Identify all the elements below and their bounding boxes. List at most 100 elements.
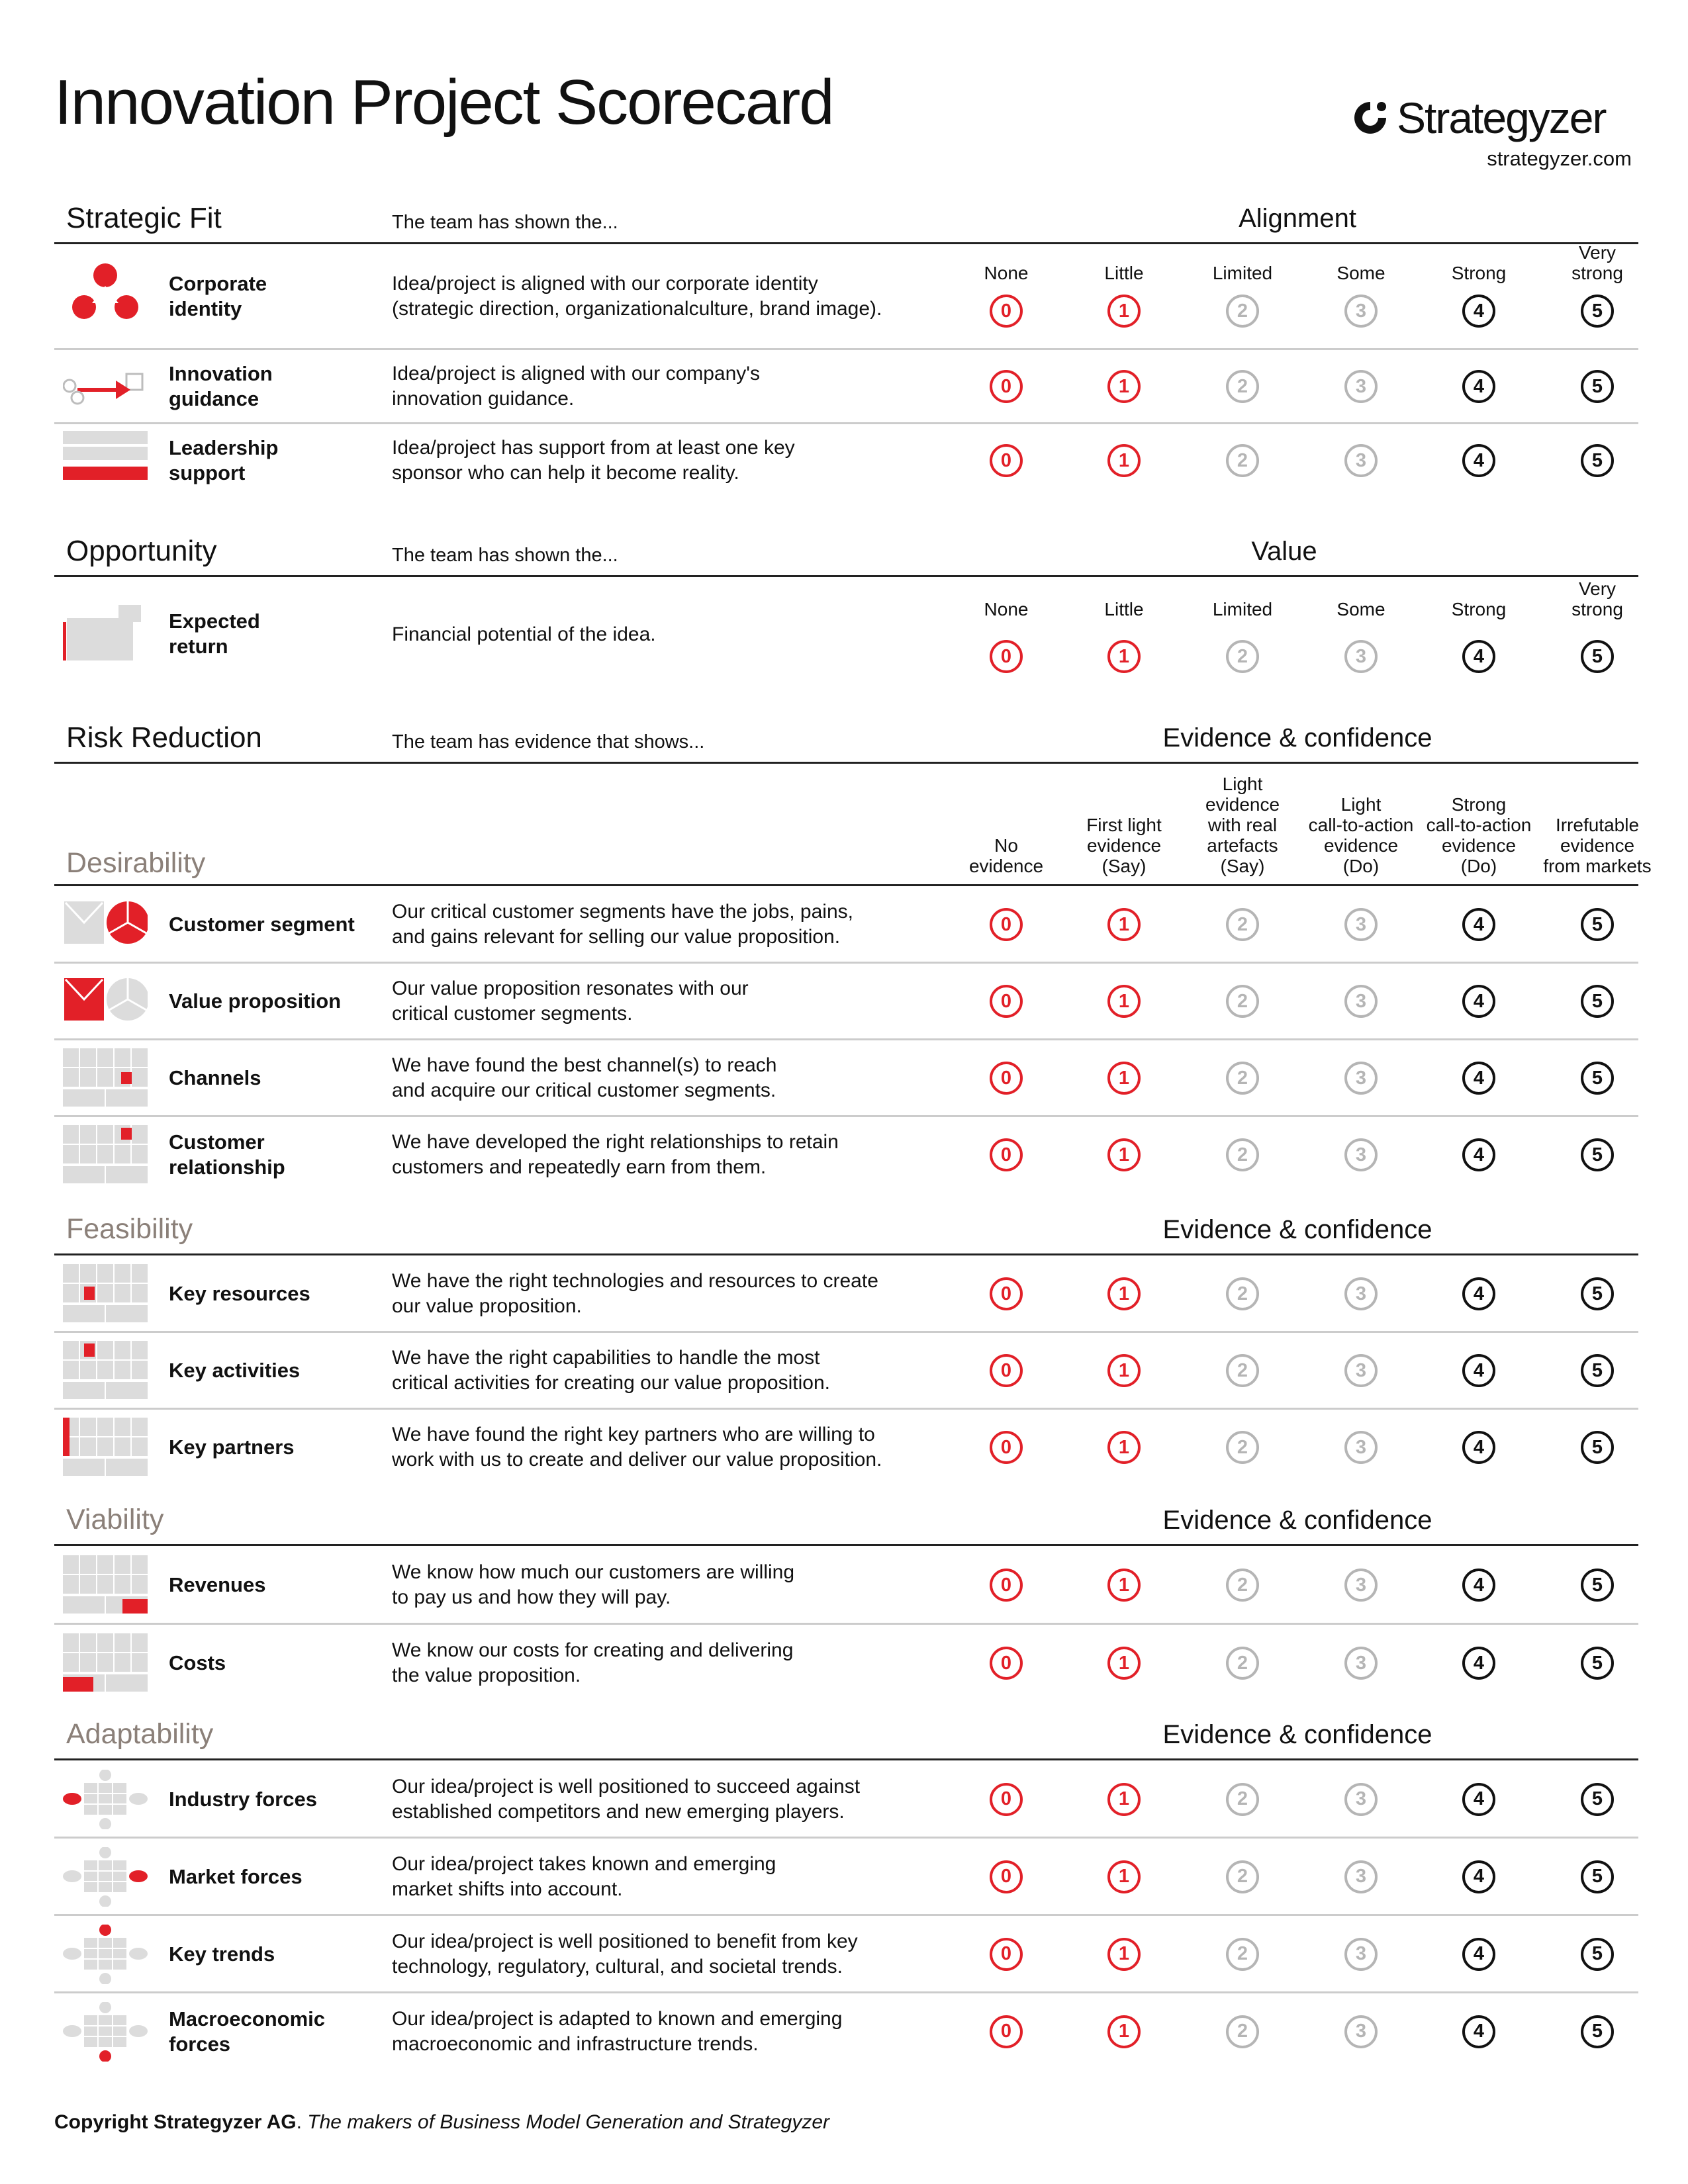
score-option-0[interactable]: 0 xyxy=(990,1062,1023,1095)
score-option-0[interactable]: 0 xyxy=(990,1138,1023,1171)
score-option-4[interactable]: 4 xyxy=(1462,1138,1495,1171)
score-option-2[interactable]: 2 xyxy=(1226,1937,1259,1971)
score-option-3[interactable]: 3 xyxy=(1344,1138,1378,1171)
score-option-1[interactable]: 1 xyxy=(1107,908,1141,941)
score-option-0[interactable]: 0 xyxy=(990,1782,1023,1816)
score-option-3[interactable]: 3 xyxy=(1344,1860,1378,1893)
score-option-2[interactable]: 2 xyxy=(1226,444,1259,477)
score-option-2[interactable]: 2 xyxy=(1226,295,1259,328)
score-option-1[interactable]: 1 xyxy=(1107,1138,1141,1171)
score-option-3[interactable]: 3 xyxy=(1344,1062,1378,1095)
score-option-3[interactable]: 3 xyxy=(1344,1937,1378,1971)
score-option-2[interactable]: 2 xyxy=(1226,1647,1259,1680)
score-option-3[interactable]: 3 xyxy=(1344,985,1378,1018)
score-option-5[interactable]: 5 xyxy=(1581,1138,1614,1171)
score-option-2[interactable]: 2 xyxy=(1226,2015,1259,2048)
score-option-4[interactable]: 4 xyxy=(1462,1062,1495,1095)
score-option-5[interactable]: 5 xyxy=(1581,444,1614,477)
score-option-0[interactable]: 0 xyxy=(990,1354,1023,1387)
score-option-3[interactable]: 3 xyxy=(1344,640,1378,673)
score-option-1[interactable]: 1 xyxy=(1107,2015,1141,2048)
score-option-2[interactable]: 2 xyxy=(1226,908,1259,941)
score-option-1[interactable]: 1 xyxy=(1107,1647,1141,1680)
score-option-4[interactable]: 4 xyxy=(1462,908,1495,941)
score-option-1[interactable]: 1 xyxy=(1107,1860,1141,1893)
score-option-4[interactable]: 4 xyxy=(1462,640,1495,673)
score-option-2[interactable]: 2 xyxy=(1226,985,1259,1018)
score-option-4[interactable]: 4 xyxy=(1462,1937,1495,1971)
score-option-2[interactable]: 2 xyxy=(1226,1277,1259,1310)
score-option-1[interactable]: 1 xyxy=(1107,1354,1141,1387)
score-option-5[interactable]: 5 xyxy=(1581,640,1614,673)
score-option-2[interactable]: 2 xyxy=(1226,1569,1259,1602)
score-option-0[interactable]: 0 xyxy=(990,640,1023,673)
score-option-0[interactable]: 0 xyxy=(990,444,1023,477)
score-option-3[interactable]: 3 xyxy=(1344,1782,1378,1816)
score-option-2[interactable]: 2 xyxy=(1226,1138,1259,1171)
score-option-5[interactable]: 5 xyxy=(1581,1354,1614,1387)
score-option-2[interactable]: 2 xyxy=(1226,370,1259,403)
score-option-4[interactable]: 4 xyxy=(1462,1782,1495,1816)
score-option-4[interactable]: 4 xyxy=(1462,295,1495,328)
score-option-2[interactable]: 2 xyxy=(1226,1860,1259,1893)
score-option-1[interactable]: 1 xyxy=(1107,1062,1141,1095)
score-option-3[interactable]: 3 xyxy=(1344,1354,1378,1387)
score-option-1[interactable]: 1 xyxy=(1107,444,1141,477)
score-option-2[interactable]: 2 xyxy=(1226,1782,1259,1816)
score-option-1[interactable]: 1 xyxy=(1107,1431,1141,1464)
score-option-0[interactable]: 0 xyxy=(990,908,1023,941)
score-option-5[interactable]: 5 xyxy=(1581,1860,1614,1893)
score-option-4[interactable]: 4 xyxy=(1462,2015,1495,2048)
score-option-1[interactable]: 1 xyxy=(1107,985,1141,1018)
score-option-5[interactable]: 5 xyxy=(1581,908,1614,941)
score-option-1[interactable]: 1 xyxy=(1107,295,1141,328)
score-option-4[interactable]: 4 xyxy=(1462,370,1495,403)
score-option-5[interactable]: 5 xyxy=(1581,1062,1614,1095)
score-option-0[interactable]: 0 xyxy=(990,1277,1023,1310)
score-option-2[interactable]: 2 xyxy=(1226,1062,1259,1095)
score-option-0[interactable]: 0 xyxy=(990,1431,1023,1464)
score-option-5[interactable]: 5 xyxy=(1581,2015,1614,2048)
score-option-1[interactable]: 1 xyxy=(1107,1277,1141,1310)
score-option-5[interactable]: 5 xyxy=(1581,1937,1614,1971)
score-option-3[interactable]: 3 xyxy=(1344,908,1378,941)
score-option-4[interactable]: 4 xyxy=(1462,444,1495,477)
score-option-3[interactable]: 3 xyxy=(1344,444,1378,477)
score-option-5[interactable]: 5 xyxy=(1581,1431,1614,1464)
score-option-5[interactable]: 5 xyxy=(1581,1277,1614,1310)
score-option-2[interactable]: 2 xyxy=(1226,640,1259,673)
score-option-4[interactable]: 4 xyxy=(1462,1569,1495,1602)
score-option-1[interactable]: 1 xyxy=(1107,640,1141,673)
score-option-4[interactable]: 4 xyxy=(1462,985,1495,1018)
score-option-3[interactable]: 3 xyxy=(1344,1277,1378,1310)
score-option-4[interactable]: 4 xyxy=(1462,1277,1495,1310)
score-option-5[interactable]: 5 xyxy=(1581,1782,1614,1816)
score-option-3[interactable]: 3 xyxy=(1344,1569,1378,1602)
score-option-0[interactable]: 0 xyxy=(990,1569,1023,1602)
score-option-3[interactable]: 3 xyxy=(1344,295,1378,328)
score-option-2[interactable]: 2 xyxy=(1226,1354,1259,1387)
score-option-1[interactable]: 1 xyxy=(1107,1937,1141,1971)
score-option-4[interactable]: 4 xyxy=(1462,1647,1495,1680)
score-option-3[interactable]: 3 xyxy=(1344,2015,1378,2048)
score-option-4[interactable]: 4 xyxy=(1462,1354,1495,1387)
score-option-1[interactable]: 1 xyxy=(1107,1569,1141,1602)
score-option-0[interactable]: 0 xyxy=(990,1860,1023,1893)
score-option-0[interactable]: 0 xyxy=(990,2015,1023,2048)
score-option-3[interactable]: 3 xyxy=(1344,370,1378,403)
score-option-0[interactable]: 0 xyxy=(990,370,1023,403)
score-option-5[interactable]: 5 xyxy=(1581,370,1614,403)
score-option-1[interactable]: 1 xyxy=(1107,370,1141,403)
score-option-3[interactable]: 3 xyxy=(1344,1431,1378,1464)
score-option-5[interactable]: 5 xyxy=(1581,1569,1614,1602)
score-option-4[interactable]: 4 xyxy=(1462,1431,1495,1464)
score-option-0[interactable]: 0 xyxy=(990,295,1023,328)
score-option-4[interactable]: 4 xyxy=(1462,1860,1495,1893)
score-option-1[interactable]: 1 xyxy=(1107,1782,1141,1816)
score-option-2[interactable]: 2 xyxy=(1226,1431,1259,1464)
score-option-3[interactable]: 3 xyxy=(1344,1647,1378,1680)
score-option-5[interactable]: 5 xyxy=(1581,985,1614,1018)
score-option-0[interactable]: 0 xyxy=(990,985,1023,1018)
score-option-5[interactable]: 5 xyxy=(1581,1647,1614,1680)
score-option-0[interactable]: 0 xyxy=(990,1647,1023,1680)
